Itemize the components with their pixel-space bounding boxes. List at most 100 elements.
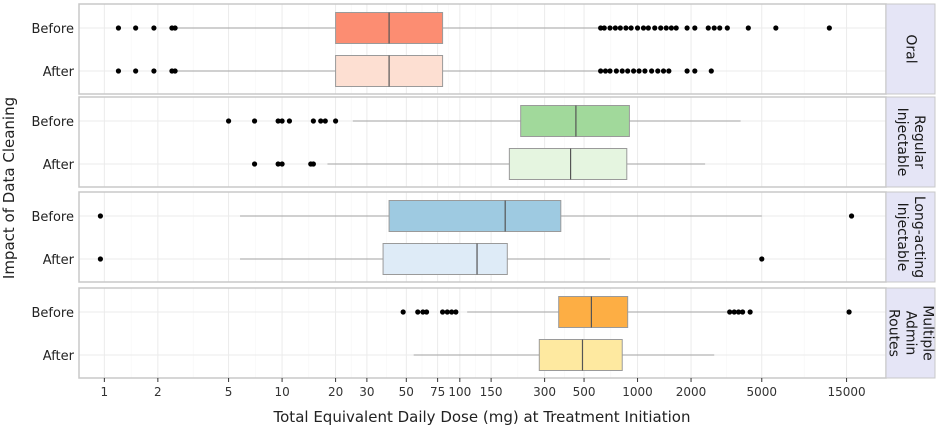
outlier-point [773,25,779,31]
outlier-point [636,68,642,74]
outlier-point [658,25,664,31]
iqr-box [382,243,508,275]
box-before [115,12,832,44]
outlier-point [617,25,623,31]
outlier-point [275,118,281,124]
outlier-point [684,25,690,31]
outlier-point [708,68,714,74]
outlier-point [151,25,157,31]
outlier-point [692,25,698,31]
row-label: After [43,253,75,268]
outlier-point [745,25,751,31]
outlier-point [420,309,426,315]
y-axis-label: Impact of Data Cleaning [0,97,18,279]
outlier-point [848,213,855,219]
outlier-point [332,118,339,124]
box-after [97,243,765,275]
facet-strip-3: Long-actingInjectable [885,191,936,283]
outlier-point [727,309,733,315]
outlier-point [619,68,625,74]
x-tick-label: 500 [573,385,596,399]
outlier-point [423,309,430,315]
outlier-point [652,25,658,31]
outlier-point [97,256,103,262]
outlier-point [318,118,324,124]
outlier-point [625,68,631,74]
outlier-point [322,118,328,124]
row-label: After [43,65,75,80]
outlier-point [598,68,604,74]
outlier-point [759,256,765,262]
outlier-point [251,161,258,167]
strip-label: RegularInjectable [894,108,927,177]
strip-label-line: Oral [903,34,919,63]
outlier-point [673,25,679,31]
facet-strip-1: Oral [885,3,936,95]
outlier-point [133,25,139,31]
outlier-point [275,161,281,167]
box-after [251,148,706,180]
outlier-point [415,309,421,315]
row-label: Before [31,306,74,321]
strip-label-line: Long-acting [911,196,927,278]
outlier-point [666,68,672,74]
outlier-point [607,68,613,74]
outlier-point [286,118,293,124]
outlier-point [310,161,316,167]
strip-label: MultipleAdminRoutes [886,305,936,361]
x-tick-label: 50 [399,385,414,399]
outlier-point [172,68,178,74]
outlier-point [613,68,619,74]
facet-strip-2: RegularInjectable [885,96,936,188]
row-label: After [43,158,75,173]
panel-2: Before After [31,96,887,188]
x-tick-label: 300 [533,385,556,399]
panels: Before After Before After Before After Before A… [31,3,887,379]
strip-label-line: Multiple [920,305,936,361]
outlier-point [705,25,711,31]
panel-4: Before After [31,287,887,379]
outlier-point [649,68,655,74]
facet-strip-4: MultipleAdminRoutes [885,287,936,379]
outlier-point [655,68,661,74]
x-tick-label: 30 [359,385,374,399]
row-label: Before [31,115,74,130]
strip-background [885,287,936,379]
row-label: Before [31,22,74,37]
outlier-point [735,309,742,315]
box-after [413,339,715,371]
x-tick-label: 75 [430,385,445,399]
outlier-point [251,118,258,124]
outlier-point [607,25,613,31]
panel-background [79,288,886,378]
x-tick-label: 2000 [676,385,707,399]
strip-label: Oral [903,34,919,63]
x-tick-label: 100 [448,385,471,399]
strip-label: Long-actingInjectable [894,196,927,278]
outlier-point [115,68,122,74]
outlier-point [279,161,285,167]
outlier-point [826,25,832,31]
x-tick-label: 20 [328,385,343,399]
x-tick-label: 1 [101,385,109,399]
outlier-point [640,25,647,31]
outlier-point [634,25,641,31]
strip-background [885,96,936,188]
outlier-point [642,68,648,74]
panel-1: Before After [31,3,887,95]
outlier-point [172,25,178,31]
outlier-point [645,25,651,31]
strip-background [885,191,936,283]
outlier-point [601,25,607,31]
row-label: After [43,349,75,364]
outlier-point [724,25,730,31]
outlier-point [731,309,737,315]
x-tick-label: 5 [225,385,233,399]
box-before [225,105,741,137]
x-axis: 1 2 5 10 20 30 50 75 100 150 300 500 1000 2000 5000 150… [101,378,866,399]
iqr-box [520,105,630,137]
outlier-point [628,25,634,31]
strip-background [885,3,936,95]
iqr-box [388,200,562,232]
x-tick-label: 1000 [622,385,653,399]
